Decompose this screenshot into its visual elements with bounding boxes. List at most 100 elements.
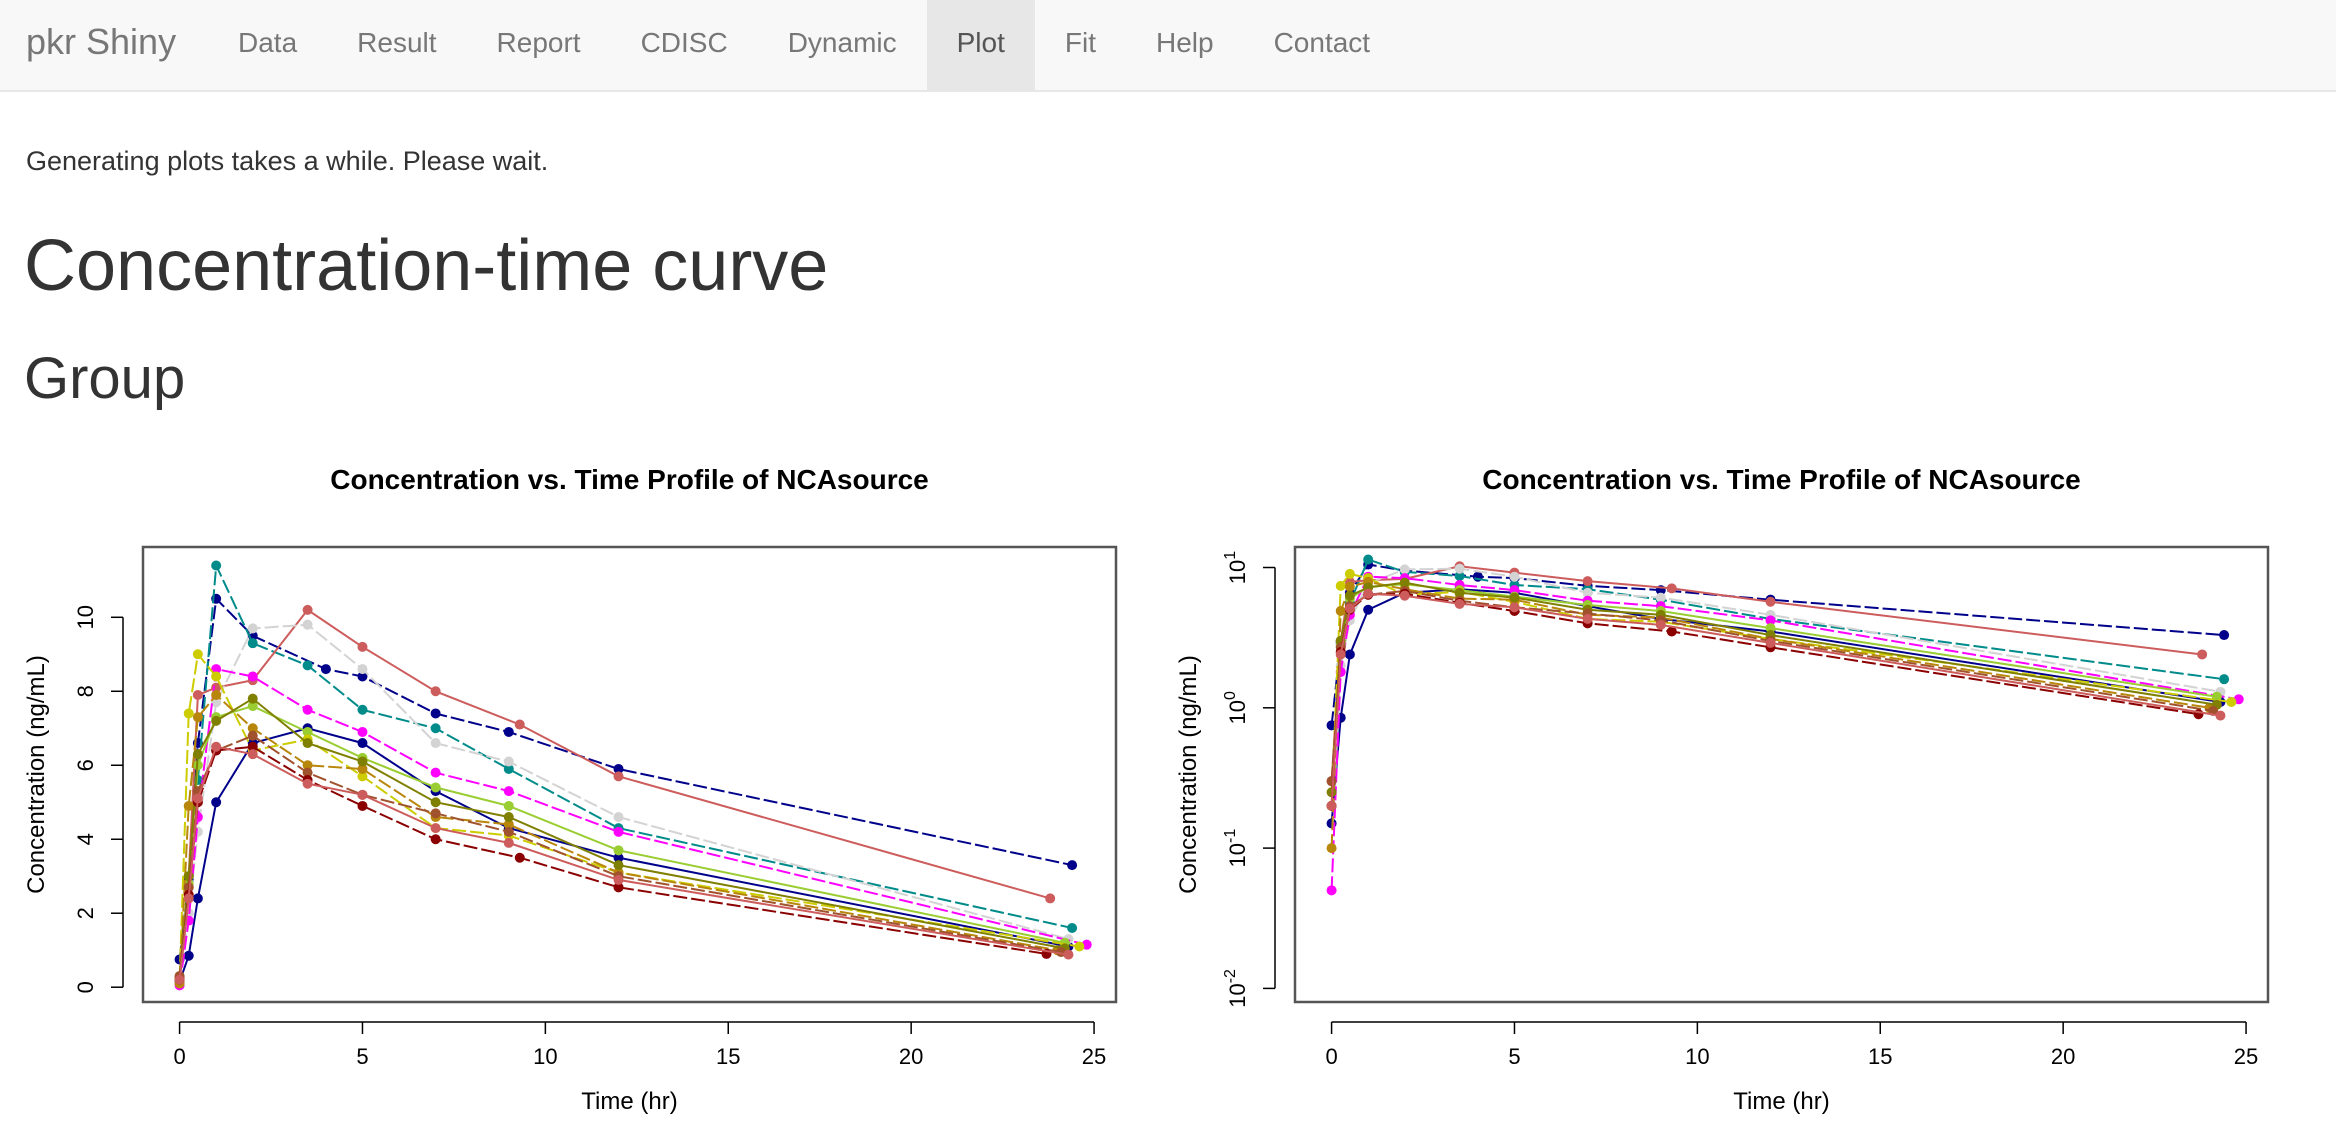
data-point xyxy=(247,730,258,741)
plot-frame xyxy=(1293,545,2270,1004)
x-tick-label: 5 xyxy=(356,1044,368,1069)
tab-contact[interactable]: Contact xyxy=(1273,27,1371,58)
data-point xyxy=(2211,691,2222,702)
data-point xyxy=(1335,605,1346,616)
series-line xyxy=(178,561,1073,980)
data-point xyxy=(503,837,514,848)
data-point xyxy=(1666,583,1677,594)
series-line xyxy=(1330,567,2221,849)
data-point xyxy=(1399,564,1410,575)
tab-plot[interactable]: Plot xyxy=(926,0,1035,90)
x-axis-label: Time (hr) xyxy=(1733,1088,1829,1115)
data-point xyxy=(357,704,368,715)
data-point xyxy=(1454,563,1465,574)
data-point xyxy=(247,723,258,734)
tab-dynamic[interactable]: Dynamic xyxy=(787,27,897,58)
data-point xyxy=(1335,580,1346,591)
data-point xyxy=(247,638,258,649)
data-point xyxy=(1509,602,1520,613)
y-tick-label: 100 xyxy=(1222,691,1250,724)
data-point xyxy=(430,797,441,808)
y-axis-label: Concentration (ng/mL) xyxy=(1175,655,1202,894)
data-point xyxy=(302,660,313,671)
x-tick-label: 20 xyxy=(2051,1044,2075,1069)
data-point xyxy=(302,704,313,715)
data-point xyxy=(1326,800,1337,811)
data-point xyxy=(2219,630,2230,641)
tab-fit[interactable]: Fit xyxy=(1064,27,1096,58)
tab-data[interactable]: Data xyxy=(238,27,298,58)
data-point xyxy=(1399,577,1410,588)
data-point xyxy=(1067,923,1078,934)
y-tick-label: 2 xyxy=(73,907,98,919)
y-tick-label: 4 xyxy=(73,833,98,845)
y-axis-label: Concentration (ng/mL) xyxy=(23,655,50,894)
nav-tabs: Data Result Report CDISC Dynamic Plot Fi… xyxy=(208,0,1400,90)
data-point xyxy=(1344,603,1355,614)
data-point xyxy=(1509,592,1520,603)
chart-title: Concentration vs. Time Profile of NCAsou… xyxy=(330,464,929,495)
tab-cdisc[interactable]: CDISC xyxy=(640,27,728,58)
data-point xyxy=(1326,885,1337,896)
data-point xyxy=(183,893,194,904)
data-point xyxy=(247,623,258,634)
y-tick-label: 10 xyxy=(73,605,98,629)
data-point xyxy=(302,619,313,630)
data-point xyxy=(613,771,624,782)
tab-result[interactable]: Result xyxy=(357,27,437,58)
data-point xyxy=(211,689,222,700)
data-point xyxy=(2197,649,2208,660)
data-point xyxy=(1509,571,1520,582)
data-point xyxy=(1582,587,1593,598)
x-tick-label: 0 xyxy=(173,1044,185,1069)
data-point xyxy=(1582,613,1593,624)
tab-report[interactable]: Report xyxy=(496,27,581,58)
data-point xyxy=(192,689,203,700)
x-tick-label: 5 xyxy=(1508,1044,1520,1069)
data-point xyxy=(1655,619,1666,630)
data-point xyxy=(503,800,514,811)
data-point xyxy=(1582,576,1593,587)
data-point xyxy=(1074,941,1085,952)
app-brand[interactable]: pkr Shiny xyxy=(26,21,177,62)
data-point xyxy=(247,671,258,682)
data-point xyxy=(2219,674,2230,685)
data-point xyxy=(613,826,624,837)
series-line xyxy=(178,667,1087,986)
data-point xyxy=(247,701,258,712)
loading-notice: Generating plots takes a while. Please w… xyxy=(26,146,549,176)
tab-help[interactable]: Help xyxy=(1155,27,1214,58)
data-point xyxy=(503,726,514,737)
y-tick-label: 8 xyxy=(73,685,98,697)
log-concentration-plot: Concentration vs. Time Profile of NCAsou… xyxy=(1152,440,2304,1148)
page-title: Concentration-time curve xyxy=(24,226,829,306)
data-point xyxy=(503,826,514,837)
data-point xyxy=(302,726,313,737)
data-point xyxy=(613,812,624,823)
data-point xyxy=(613,874,624,885)
chart-svg: Concentration vs. Time Profile of NCAsou… xyxy=(23,464,1118,1115)
y-tick-label: 10-2 xyxy=(1222,969,1250,1008)
y-tick-label: 10-1 xyxy=(1222,829,1250,868)
data-point xyxy=(1454,570,1465,581)
data-point xyxy=(430,834,441,845)
data-point xyxy=(503,819,514,830)
data-point xyxy=(503,763,514,774)
data-point xyxy=(174,974,185,985)
data-point xyxy=(613,852,624,863)
data-point xyxy=(192,649,203,660)
data-point xyxy=(357,763,368,774)
data-point xyxy=(192,749,203,760)
data-point xyxy=(247,693,258,704)
data-point xyxy=(430,808,441,819)
data-point xyxy=(613,860,624,871)
y-tick-exponent: -2 xyxy=(1222,969,1239,983)
data-point xyxy=(430,738,441,749)
data-point xyxy=(503,786,514,797)
data-point xyxy=(1454,598,1465,609)
data-point xyxy=(357,771,368,782)
data-point xyxy=(1363,604,1374,615)
data-point xyxy=(2226,696,2237,707)
data-point xyxy=(514,719,525,730)
data-point xyxy=(357,800,368,811)
